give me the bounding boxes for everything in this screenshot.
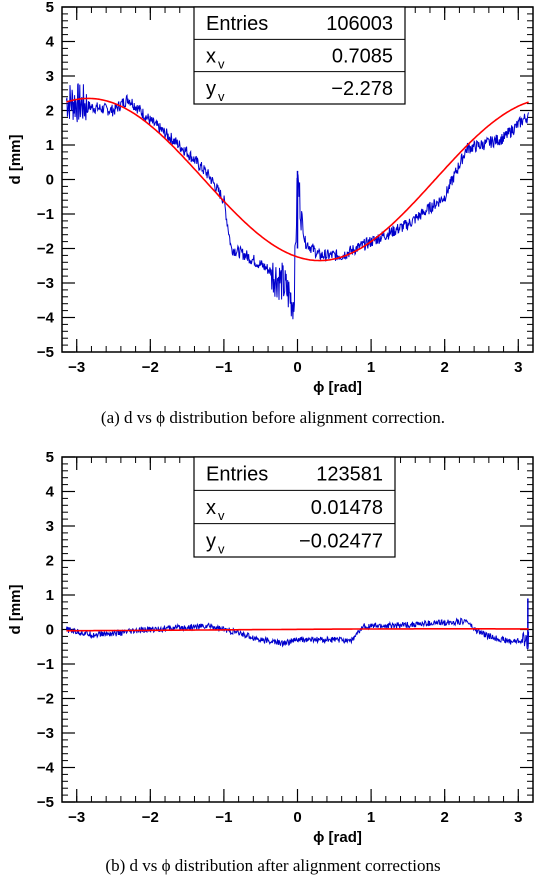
x-tick-label: −2 <box>142 809 159 826</box>
stats-box <box>193 6 406 105</box>
y-tick-label: −5 <box>37 794 54 811</box>
x-tick-label: −2 <box>142 359 159 376</box>
stats-label: x <box>206 46 216 68</box>
y-tick-label: 4 <box>46 34 55 51</box>
stats-label: Entries <box>206 13 268 35</box>
fit-curve <box>66 628 529 632</box>
x-tick-label: 2 <box>441 359 449 376</box>
x-tick-label: 3 <box>514 809 522 826</box>
stats-value: −2.278 <box>331 78 393 100</box>
x-tick-label: 2 <box>441 809 449 826</box>
stats-label-sub: v <box>218 57 225 72</box>
stats-label: x <box>206 497 216 519</box>
y-tick-label: 1 <box>46 137 54 154</box>
stats-value: −0.02477 <box>299 530 383 552</box>
y-tick-label: −1 <box>37 656 54 673</box>
caption-a: (a) d vs ϕ distribution before alignment… <box>100 408 446 427</box>
y-tick-label: −1 <box>37 206 54 223</box>
y-axis-title: d [mm] <box>7 135 24 185</box>
x-tick-label: −1 <box>215 809 232 826</box>
y-axis-title: d [mm] <box>7 585 24 635</box>
x-tick-label: 0 <box>293 359 301 376</box>
stats-label-sub: v <box>218 89 225 104</box>
x-axis-title: ϕ [rad] <box>313 379 362 396</box>
y-tick-label: 0 <box>46 172 54 189</box>
y-tick-label: −2 <box>37 241 54 258</box>
y-tick-label: −4 <box>37 310 55 327</box>
x-tick-label: 3 <box>514 359 522 376</box>
y-tick-label: 5 <box>46 0 54 16</box>
stats-value: 123581 <box>316 464 383 486</box>
y-tick-label: 5 <box>46 449 54 466</box>
x-tick-label: 1 <box>367 359 375 376</box>
x-tick-label: 1 <box>367 809 375 826</box>
y-tick-label: −3 <box>37 725 54 742</box>
stats-value: 0.01478 <box>311 497 383 519</box>
stats-label: Entries <box>206 464 268 486</box>
y-tick-label: 2 <box>46 103 54 120</box>
y-tick-label: 1 <box>46 587 54 604</box>
stats-label-sub: v <box>218 508 225 523</box>
y-tick-label: 0 <box>46 622 54 639</box>
y-tick-label: 3 <box>46 518 54 535</box>
y-tick-label: 3 <box>46 68 54 85</box>
y-tick-label: −4 <box>37 760 55 777</box>
fit-curve <box>66 97 529 262</box>
caption-b: (b) d vs ϕ distribution after alignment … <box>105 856 441 875</box>
stats-box <box>193 456 396 558</box>
x-axis-title: ϕ [rad] <box>313 829 362 846</box>
x-tick-label: −1 <box>215 359 232 376</box>
y-tick-label: −3 <box>37 275 54 292</box>
y-tick-label: −5 <box>37 344 54 361</box>
stats-label: y <box>206 78 216 100</box>
x-tick-label: −3 <box>68 809 85 826</box>
x-tick-label: 0 <box>293 809 301 826</box>
plot-b: −3 −2 −1 0 1 2 3 5 4 3 2 1 0 −1 −2 −3 −4 −5 ϕ [rad] d [mm] E… <box>7 449 534 846</box>
y-tick-label: 2 <box>46 553 54 570</box>
plot-a: −3 −2 −1 0 1 2 3 5 4 3 2 1 0 −1 −2 −3 −4 −5 ϕ [rad] d [mm] E… <box>7 0 534 396</box>
y-tick-label: −2 <box>37 691 54 708</box>
stats-value: 0.7085 <box>332 46 393 68</box>
stats-label-sub: v <box>218 541 225 556</box>
data-series <box>65 617 530 650</box>
y-tick-label: 4 <box>46 484 55 501</box>
x-tick-label: −3 <box>68 359 85 376</box>
stats-value: 106003 <box>326 13 393 35</box>
stats-label: y <box>206 530 216 552</box>
